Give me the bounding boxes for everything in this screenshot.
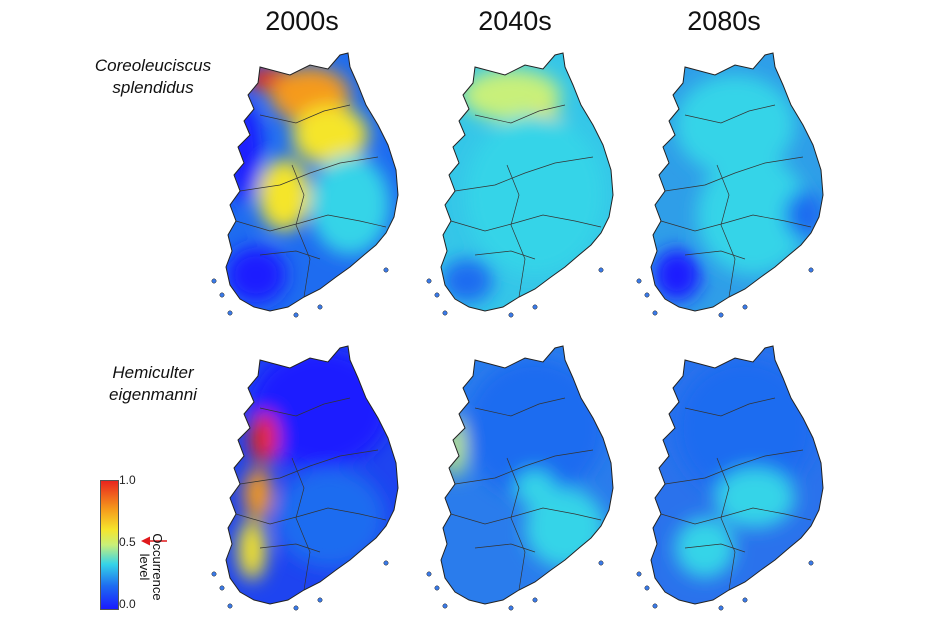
island [219, 292, 225, 298]
island [383, 560, 389, 566]
island [636, 278, 642, 284]
legend-max-label: 1.0 [119, 473, 136, 487]
map-hemiculter-2040s-svg [426, 345, 614, 611]
occurrence-patch [715, 468, 795, 528]
island [532, 304, 538, 310]
occurrence-patch [244, 468, 272, 520]
occurrence-patch [250, 412, 278, 464]
island [442, 603, 448, 609]
occurrence-patch [675, 518, 735, 578]
island [442, 310, 448, 316]
row-label-coreoleuciscus: Coreoleuciscus splendidus [68, 55, 238, 99]
island [508, 312, 514, 318]
column-title-2040s: 2040s [478, 6, 552, 36]
map-coreoleuciscus-2080s [625, 45, 835, 320]
occurrence-patch [461, 69, 561, 121]
legend-mid-label: 0.5 [119, 535, 136, 549]
island [293, 605, 299, 611]
island [426, 571, 432, 577]
province-boundaries [660, 104, 812, 298]
map-hemiculter-2000s [200, 338, 410, 613]
island [652, 603, 658, 609]
map-hemiculter-2080s-svg [636, 345, 824, 611]
province-boundaries [235, 397, 387, 591]
occurrence-patch [226, 247, 286, 303]
coastline [440, 345, 614, 605]
island [808, 267, 814, 273]
occurrence-patch [292, 105, 368, 165]
map-coreoleuciscus-2080s-svg [636, 52, 824, 318]
province-boundaries [450, 397, 602, 591]
map-coreoleuciscus-2040s [415, 45, 625, 320]
occurrence-patch [226, 103, 262, 203]
map-coreoleuciscus-2040s-svg [426, 52, 614, 318]
occurrence-patch [258, 159, 310, 231]
legend-title: Occurrence level [137, 522, 165, 612]
map-hemiculter-2040s [415, 338, 625, 613]
map-hemiculter-2080s [625, 338, 835, 613]
island [808, 560, 814, 566]
map-hemiculter-2000s-svg [211, 345, 399, 611]
island [718, 605, 724, 611]
occurrence-patch [515, 470, 555, 506]
occurrence-patch [653, 249, 701, 301]
legend-color-bar [100, 480, 119, 610]
island [644, 292, 650, 298]
island [532, 597, 538, 603]
province-boundaries [660, 397, 812, 591]
island [293, 312, 299, 318]
occurrence-patch [445, 418, 465, 478]
coastline [650, 52, 824, 312]
island [317, 304, 323, 310]
island [508, 605, 514, 611]
species-name-line2: eigenmanni [109, 385, 197, 404]
island [636, 571, 642, 577]
occurrence-patch [441, 259, 493, 303]
row-label-hemiculter: Hemiculter eigenmanni [68, 362, 238, 406]
occurrence-patch [310, 155, 390, 255]
column-title-2000s: 2000s [265, 6, 339, 36]
occurrence-patch [465, 115, 605, 275]
species-name-line2: splendidus [112, 78, 194, 97]
island [227, 603, 233, 609]
legend-min-label: 0.0 [119, 597, 136, 611]
threshold-arrow-icon [141, 536, 167, 546]
island [742, 304, 748, 310]
island [742, 597, 748, 603]
map-coreoleuciscus-2000s-svg [211, 52, 399, 318]
island [718, 312, 724, 318]
island [426, 278, 432, 284]
island [317, 597, 323, 603]
coastline [440, 52, 614, 312]
map-coreoleuciscus-2000s [200, 45, 410, 320]
island [652, 310, 658, 316]
column-title-2080s: 2080s [687, 6, 761, 36]
occurrence-patch [465, 358, 605, 498]
province-boundaries [450, 104, 602, 298]
legend-title-line1: Occurrence [150, 533, 165, 601]
coastline [225, 52, 399, 312]
province-boundaries [235, 104, 387, 298]
island [383, 267, 389, 273]
island [211, 571, 217, 577]
island [211, 278, 217, 284]
island [598, 267, 604, 273]
island [598, 560, 604, 566]
occurrence-patch [675, 75, 795, 175]
species-name-line1: Coreoleuciscus [94, 56, 212, 75]
occurrence-patch [238, 520, 266, 580]
island [644, 585, 650, 591]
island [227, 310, 233, 316]
coastline [225, 345, 399, 605]
island [219, 585, 225, 591]
occurrence-patch [675, 358, 815, 498]
coastline [650, 345, 824, 605]
island [434, 292, 440, 298]
occurrence-patch [250, 348, 390, 468]
species-name-line1: Hemiculter [112, 363, 194, 382]
island [434, 585, 440, 591]
